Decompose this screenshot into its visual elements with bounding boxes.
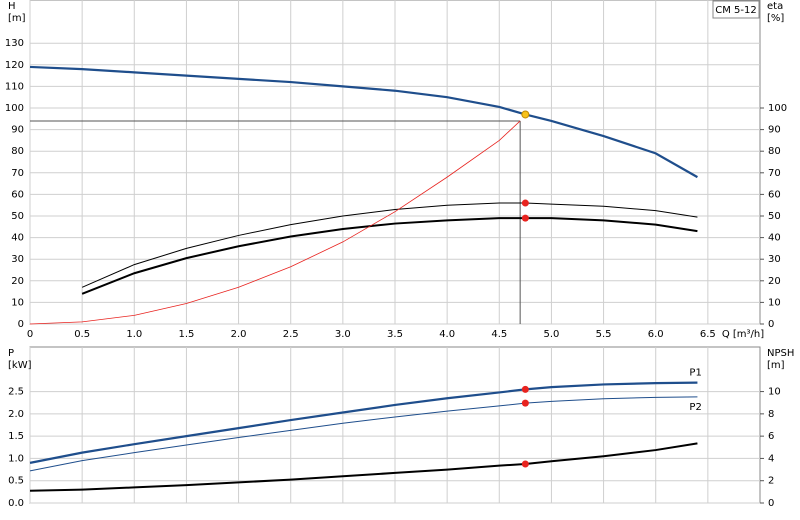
- y-tick-label: 100: [5, 103, 24, 114]
- y-tick-label: 30: [11, 254, 24, 265]
- y2-axis-unit: [%]: [767, 13, 784, 24]
- y-tick-label: 20: [11, 276, 24, 287]
- y-tick-label: 2.5: [8, 387, 24, 398]
- x-tick-label: 5.5: [596, 329, 612, 340]
- y-tick-label: 60: [11, 189, 24, 200]
- curve: [29, 120, 521, 325]
- y2-tick-label: 2: [768, 476, 774, 487]
- y2-tick-label: 4: [768, 453, 774, 464]
- x-axis-label: Q [m³/h]: [722, 329, 764, 340]
- y2-axis-unit: [m]: [767, 360, 785, 371]
- curve: [29, 442, 698, 492]
- y-tick-label: 130: [5, 38, 24, 49]
- y2-tick-label: 8: [768, 409, 774, 420]
- y2-tick-label: 0: [768, 319, 774, 330]
- y-tick-label: 120: [5, 60, 24, 71]
- y-axis-unit: [m]: [8, 13, 26, 24]
- y2-tick-label: 6: [768, 431, 774, 442]
- y2-tick-label: 10: [768, 297, 781, 308]
- y-tick-label: 0.5: [8, 476, 24, 487]
- x-tick-label: 3.0: [335, 329, 351, 340]
- curve: [81, 202, 698, 288]
- x-tick-label: 6.5: [700, 329, 716, 340]
- y-tick-label: 0.0: [8, 498, 24, 509]
- x-tick-label: 1.0: [126, 329, 142, 340]
- curve: [81, 217, 698, 295]
- y2-tick-label: 50: [768, 211, 781, 222]
- y2-axis-label: NPSH: [767, 348, 794, 359]
- y-tick-label: 0: [18, 319, 24, 330]
- curve: [29, 396, 698, 472]
- x-tick-label: 3.5: [387, 329, 403, 340]
- y-tick-label: 10: [11, 297, 24, 308]
- y-tick-label: 70: [11, 168, 24, 179]
- y2-tick-label: 40: [768, 233, 781, 244]
- duty-point: [521, 460, 529, 468]
- curve: [29, 65, 698, 179]
- curve: [29, 381, 698, 464]
- y2-tick-label: 10: [768, 387, 781, 398]
- y-tick-label: 90: [11, 125, 24, 136]
- y-axis-label: H: [8, 1, 16, 12]
- x-tick-label: 4.0: [439, 329, 455, 340]
- duty-point: [521, 214, 529, 222]
- x-tick-label: 4.5: [491, 329, 507, 340]
- duty-point: [521, 399, 529, 407]
- x-tick-label: 0.5: [74, 329, 90, 340]
- y2-tick-label: 60: [768, 189, 781, 200]
- x-tick-label: 1.5: [178, 329, 194, 340]
- x-tick-label: 2.5: [283, 329, 299, 340]
- y-axis-label: P: [8, 348, 14, 359]
- y2-tick-label: 70: [768, 168, 781, 179]
- y-tick-label: 2.0: [8, 409, 24, 420]
- y-tick-label: 1.0: [8, 453, 24, 464]
- y2-tick-label: 90: [768, 125, 781, 136]
- curve-label: P1: [689, 368, 701, 379]
- y-tick-label: 110: [5, 81, 24, 92]
- duty-point: [521, 385, 529, 393]
- x-tick-label: 5.0: [543, 329, 559, 340]
- x-tick-label: 0: [27, 329, 33, 340]
- curve-label: P2: [689, 402, 701, 413]
- y-axis-unit: [kW]: [8, 360, 32, 371]
- y2-tick-label: 0: [768, 498, 774, 509]
- y2-tick-label: 100: [768, 103, 787, 114]
- y-tick-label: 40: [11, 233, 24, 244]
- duty-point: [521, 199, 529, 207]
- annotation: CM 5-12: [715, 5, 756, 16]
- annotation-box: [712, 0, 760, 19]
- y-tick-label: 50: [11, 211, 24, 222]
- y2-axis-label: eta: [767, 1, 783, 12]
- y2-tick-label: 80: [768, 146, 781, 157]
- y-tick-label: 80: [11, 146, 24, 157]
- y2-tick-label: 20: [768, 276, 781, 287]
- x-tick-label: 2.0: [231, 329, 247, 340]
- y-tick-label: 1.5: [8, 431, 24, 442]
- y2-tick-label: 30: [768, 254, 781, 265]
- duty-point: [521, 110, 530, 119]
- x-tick-label: 6.0: [648, 329, 664, 340]
